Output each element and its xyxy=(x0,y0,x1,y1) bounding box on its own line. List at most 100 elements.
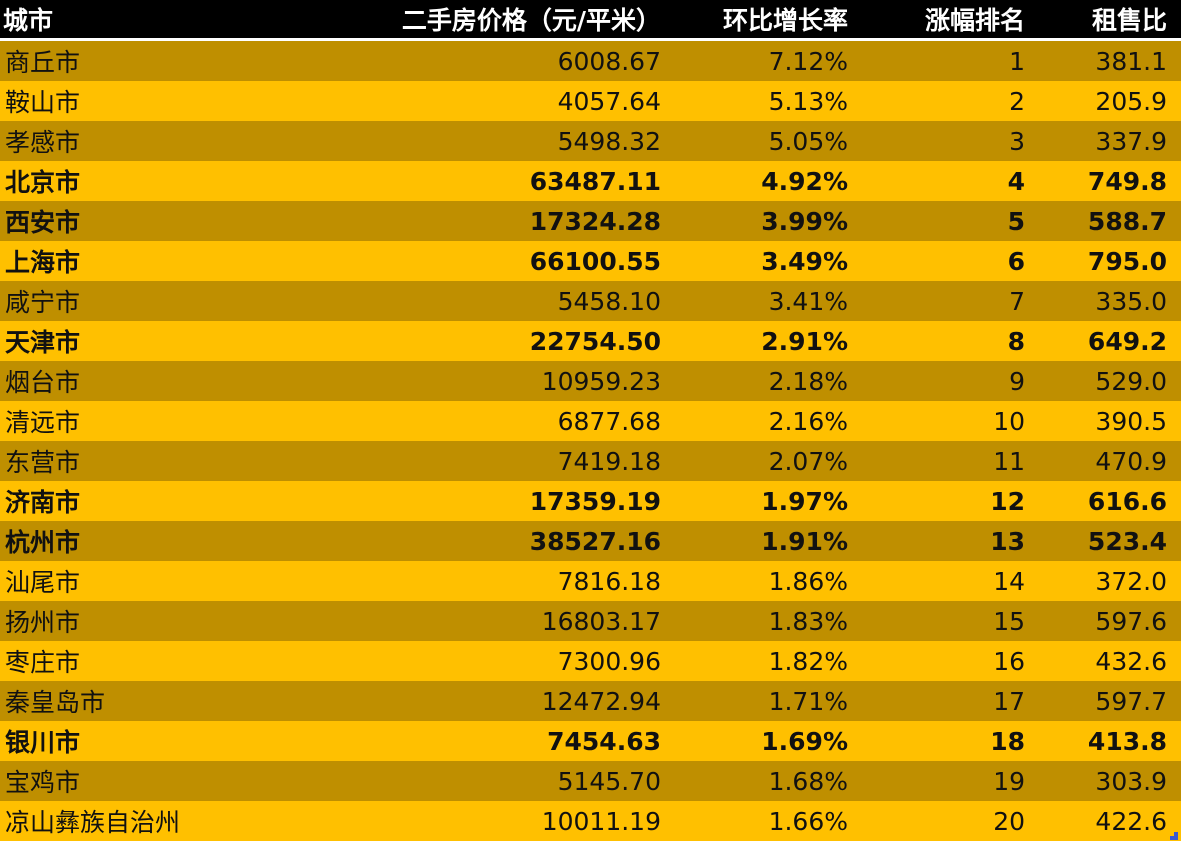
cell-rank[interactable]: 7 xyxy=(1009,286,1025,316)
cell-price[interactable]: 5458.10 xyxy=(557,286,661,316)
cell-city[interactable]: 西安市 xyxy=(5,208,81,237)
table-row[interactable]: 西安市 17324.28 3.99% 5 588.7 xyxy=(0,201,1181,241)
cell-rank[interactable]: 13 xyxy=(990,526,1025,556)
cell-rank[interactable]: 1 xyxy=(1009,46,1025,76)
header-price[interactable]: 二手房价格（元/平米） xyxy=(401,6,661,35)
cell-rank[interactable]: 3 xyxy=(1009,126,1025,156)
cell-city[interactable]: 孝感市 xyxy=(5,128,81,157)
cell-rank[interactable]: 19 xyxy=(993,766,1025,796)
cell-price[interactable]: 63487.11 xyxy=(529,166,661,196)
cell-city[interactable]: 清远市 xyxy=(5,408,81,437)
cell-growth[interactable]: 2.91% xyxy=(761,326,848,356)
cell-city[interactable]: 烟台市 xyxy=(5,368,81,397)
table-row[interactable]: 东营市 7419.18 2.07% 11 470.9 xyxy=(0,441,1181,481)
cell-price[interactable]: 66100.55 xyxy=(529,246,661,276)
table-row[interactable]: 秦皇岛市 12472.94 1.71% 17 597.7 xyxy=(0,681,1181,721)
table-row[interactable]: 鞍山市 4057.64 5.13% 2 205.9 xyxy=(0,81,1181,121)
cell-price[interactable]: 7300.96 xyxy=(557,646,661,676)
cell-city[interactable]: 宝鸡市 xyxy=(5,768,81,797)
table-row[interactable]: 上海市 66100.55 3.49% 6 795.0 xyxy=(0,241,1181,281)
cell-price[interactable]: 7816.18 xyxy=(557,566,661,596)
cell-rank[interactable]: 5 xyxy=(1007,206,1025,236)
cell-rank[interactable]: 16 xyxy=(993,646,1025,676)
cell-ratio[interactable]: 470.9 xyxy=(1095,446,1167,476)
cell-growth[interactable]: 2.18% xyxy=(768,366,848,396)
cell-growth[interactable]: 3.41% xyxy=(768,286,848,316)
cell-growth[interactable]: 5.05% xyxy=(768,126,848,156)
cell-city[interactable]: 凉山彝族自治州 xyxy=(5,808,181,837)
cell-ratio[interactable]: 597.7 xyxy=(1095,686,1167,716)
cell-growth[interactable]: 1.71% xyxy=(768,686,848,716)
table-row[interactable]: 凉山彝族自治州 10011.19 1.66% 20 422.6 xyxy=(0,801,1181,841)
cell-city[interactable]: 汕尾市 xyxy=(5,568,81,597)
cell-ratio[interactable]: 303.9 xyxy=(1095,766,1167,796)
cell-price[interactable]: 7454.63 xyxy=(547,726,661,756)
table-row[interactable]: 济南市 17359.19 1.97% 12 616.6 xyxy=(0,481,1181,521)
cell-growth[interactable]: 2.16% xyxy=(768,406,848,436)
table-row[interactable]: 枣庄市 7300.96 1.82% 16 432.6 xyxy=(0,641,1181,681)
cell-ratio[interactable]: 597.6 xyxy=(1095,606,1167,636)
cell-growth[interactable]: 3.49% xyxy=(761,246,848,276)
cell-price[interactable]: 38527.16 xyxy=(529,526,661,556)
cell-city[interactable]: 天津市 xyxy=(5,328,81,357)
table-row[interactable]: 北京市 63487.11 4.92% 4 749.8 xyxy=(0,161,1181,201)
header-rank[interactable]: 涨幅排名 xyxy=(924,6,1025,35)
cell-ratio[interactable]: 372.0 xyxy=(1095,566,1167,596)
cell-price[interactable]: 5498.32 xyxy=(557,126,661,156)
cell-growth[interactable]: 2.07% xyxy=(768,446,848,476)
cell-price[interactable]: 17359.19 xyxy=(529,486,661,516)
table-row[interactable]: 清远市 6877.68 2.16% 10 390.5 xyxy=(0,401,1181,441)
cell-city[interactable]: 扬州市 xyxy=(5,608,81,637)
cell-growth[interactable]: 1.97% xyxy=(761,486,848,516)
cell-ratio[interactable]: 616.6 xyxy=(1087,486,1167,516)
cell-growth[interactable]: 1.82% xyxy=(768,646,848,676)
cell-rank[interactable]: 9 xyxy=(1009,366,1025,396)
header-city[interactable]: 城市 xyxy=(3,6,54,35)
table-row[interactable]: 扬州市 16803.17 1.83% 15 597.6 xyxy=(0,601,1181,641)
table-row[interactable]: 宝鸡市 5145.70 1.68% 19 303.9 xyxy=(0,761,1181,801)
cell-ratio[interactable]: 337.9 xyxy=(1095,126,1167,156)
cell-ratio[interactable]: 335.0 xyxy=(1095,286,1167,316)
cell-growth[interactable]: 4.92% xyxy=(761,166,848,196)
cell-ratio[interactable]: 381.1 xyxy=(1095,46,1167,76)
header-growth[interactable]: 环比增长率 xyxy=(722,6,848,35)
cell-growth[interactable]: 1.86% xyxy=(768,566,848,596)
cell-ratio[interactable]: 523.4 xyxy=(1087,526,1167,556)
cell-price[interactable]: 17324.28 xyxy=(529,206,661,236)
cell-ratio[interactable]: 795.0 xyxy=(1087,246,1167,276)
cell-city[interactable]: 商丘市 xyxy=(5,48,81,77)
cell-growth[interactable]: 7.12% xyxy=(768,46,848,76)
cell-city[interactable]: 银川市 xyxy=(5,728,81,757)
cell-city[interactable]: 杭州市 xyxy=(5,528,81,557)
cell-price[interactable]: 12472.94 xyxy=(541,686,661,716)
cell-price[interactable]: 5145.70 xyxy=(557,766,661,796)
cell-city[interactable]: 上海市 xyxy=(5,248,81,277)
cell-rank[interactable]: 6 xyxy=(1007,246,1025,276)
cell-growth[interactable]: 1.66% xyxy=(768,806,848,836)
cell-city[interactable]: 济南市 xyxy=(5,488,81,517)
cell-price[interactable]: 10011.19 xyxy=(541,806,661,836)
cell-ratio[interactable]: 205.9 xyxy=(1095,86,1167,116)
cell-ratio[interactable]: 413.8 xyxy=(1087,726,1167,756)
cell-ratio[interactable]: 749.8 xyxy=(1087,166,1167,196)
table-row[interactable]: 咸宁市 5458.10 3.41% 7 335.0 xyxy=(0,281,1181,321)
cell-price[interactable]: 22754.50 xyxy=(529,326,661,356)
cell-growth[interactable]: 1.69% xyxy=(761,726,848,756)
table-row[interactable]: 汕尾市 7816.18 1.86% 14 372.0 xyxy=(0,561,1181,601)
cell-price[interactable]: 10959.23 xyxy=(541,366,661,396)
cell-price[interactable]: 4057.64 xyxy=(557,86,661,116)
cell-growth[interactable]: 1.91% xyxy=(761,526,848,556)
cell-price[interactable]: 16803.17 xyxy=(541,606,661,636)
table-row[interactable]: 银川市 7454.63 1.69% 18 413.8 xyxy=(0,721,1181,761)
cell-rank[interactable]: 20 xyxy=(993,806,1025,836)
cell-rank[interactable]: 15 xyxy=(993,606,1025,636)
cell-rank[interactable]: 18 xyxy=(990,726,1025,756)
table-row[interactable]: 孝感市 5498.32 5.05% 3 337.9 xyxy=(0,121,1181,161)
cell-city[interactable]: 咸宁市 xyxy=(5,288,81,317)
table-row[interactable]: 烟台市 10959.23 2.18% 9 529.0 xyxy=(0,361,1181,401)
resize-handle-icon[interactable] xyxy=(1170,832,1178,840)
cell-rank[interactable]: 17 xyxy=(993,686,1025,716)
cell-city[interactable]: 秦皇岛市 xyxy=(5,688,106,717)
cell-rank[interactable]: 14 xyxy=(993,566,1025,596)
table-row[interactable]: 商丘市 6008.67 7.12% 1 381.1 xyxy=(0,41,1181,81)
